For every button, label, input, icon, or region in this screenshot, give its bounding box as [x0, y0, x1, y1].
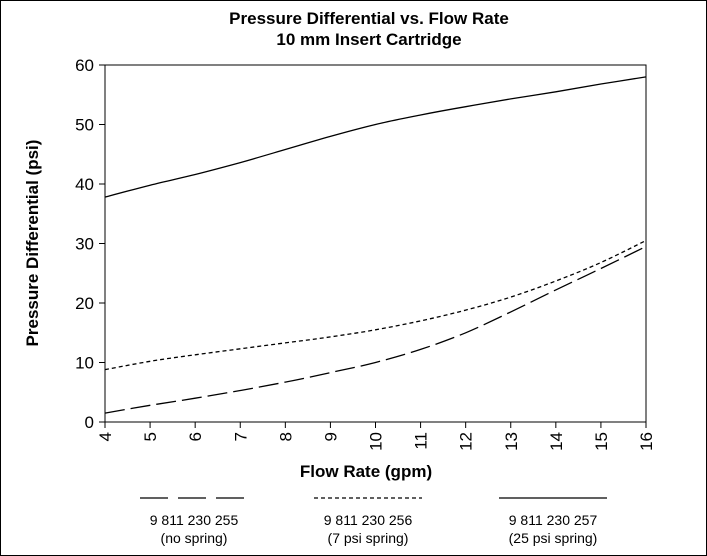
chart-title: Pressure Differential vs. Flow Rate [229, 9, 509, 28]
y-tick-label: 60 [75, 56, 94, 75]
x-tick-label: 11 [412, 432, 431, 450]
x-tick-label: 9 [321, 432, 340, 441]
y-tick-label: 10 [75, 354, 94, 373]
series-line-3 [104, 76, 647, 198]
x-axis-label: Flow Rate (gpm) [300, 462, 432, 481]
legend: 9 811 230 255 (no spring) 9 811 230 256 (7 … [140, 497, 607, 546]
y-tick-label: 40 [75, 175, 94, 194]
chart-subtitle: 10 mm Insert Cartridge [276, 30, 461, 49]
x-tick-label: 13 [502, 432, 521, 451]
x-tick-label: 10 [367, 432, 386, 451]
x-axis-ticks: 4 5 6 7 8 9 10 11 12 13 14 15 16 [96, 422, 656, 451]
x-tick-label: 15 [592, 432, 611, 451]
legend-label-2: 9 811 230 256 [324, 512, 413, 528]
x-tick-label: 12 [457, 432, 476, 451]
y-tick-label: 50 [75, 116, 94, 135]
legend-note-1: (no spring) [161, 530, 228, 546]
series-line-2 [104, 239, 647, 371]
series-line-1 [104, 245, 647, 414]
legend-label-3: 9 811 230 257 [509, 512, 598, 528]
x-tick-label: 14 [547, 432, 566, 451]
series-layer [104, 76, 647, 414]
x-tick-label: 4 [96, 432, 115, 441]
y-axis-label: Pressure Differential (psi) [23, 140, 42, 347]
legend-label-1: 9 811 230 255 [150, 512, 239, 528]
y-axis-ticks: 0 10 20 30 40 50 60 [75, 56, 105, 432]
x-tick-label: 8 [276, 432, 295, 441]
legend-note-2: (7 psi spring) [328, 530, 409, 546]
x-tick-label: 16 [637, 432, 656, 451]
y-tick-label: 30 [75, 235, 94, 254]
y-tick-label: 20 [75, 294, 94, 313]
legend-note-3: (25 psi spring) [509, 530, 598, 546]
y-tick-label: 0 [85, 413, 94, 432]
x-tick-label: 5 [141, 432, 160, 441]
x-tick-label: 6 [186, 432, 205, 441]
x-tick-label: 7 [231, 432, 250, 441]
